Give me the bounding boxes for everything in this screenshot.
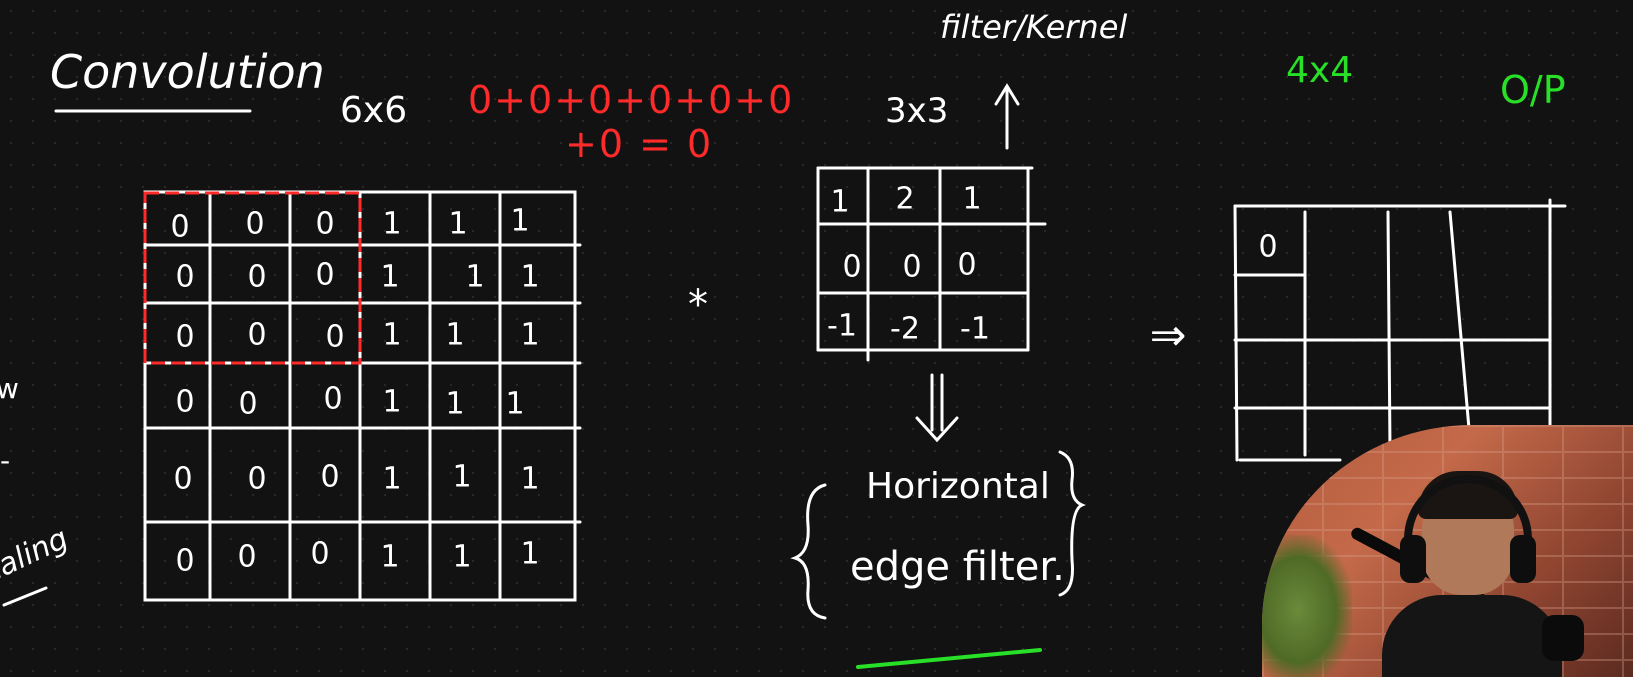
output-matrix-grid [1233, 198, 1567, 462]
input-cell-5-1: 0 [237, 540, 256, 575]
input-cell-5-2: 0 [310, 537, 329, 572]
input-size-label: 6x6 [340, 90, 407, 131]
input-cell-4-4: 1 [452, 460, 471, 495]
kernel-cell-1-0: 0 [842, 250, 861, 285]
input-cell-1-0: 0 [175, 260, 194, 295]
input-cell-1-5: 1 [520, 260, 539, 295]
input-cell-2-5: 1 [520, 318, 539, 353]
input-cell-5-0: 0 [175, 544, 194, 579]
input-cell-1-2: 0 [315, 258, 334, 293]
presenter-body [1382, 595, 1562, 677]
plant [1262, 535, 1352, 677]
kernel-matrix-cells: 1 2 1 0 0 0 -1 -2 -1 [827, 182, 990, 347]
kernel-cell-0-1: 2 [895, 182, 914, 217]
kernel-down-arrow-icon [915, 373, 959, 443]
margin-note-3: caling [0, 521, 74, 591]
output-arrow-icon: ⇒ [1150, 310, 1187, 361]
kernel-cell-0-0: 1 [830, 185, 849, 220]
input-cell-5-4: 1 [452, 540, 471, 575]
input-cell-3-4: 1 [445, 387, 464, 422]
kernel-cell-1-2: 0 [957, 248, 976, 283]
input-cell-0-3: 1 [382, 207, 401, 242]
kernel-cell-0-2: 1 [962, 182, 981, 217]
kernel-matrix-grid [816, 166, 1047, 362]
receptive-field-highlight [143, 191, 362, 365]
kernel-size-label: 3x3 [885, 91, 948, 131]
input-cell-1-3: 1 [380, 260, 399, 295]
margin-note-1: w [0, 372, 19, 405]
calculation-line-1: 0+0+0+0+0+0 [468, 78, 794, 122]
input-cell-0-4: 1 [448, 207, 467, 242]
input-cell-2-1: 0 [247, 318, 266, 353]
kernel-cell-2-1: -2 [890, 312, 920, 347]
kernel-cell-1-1: 0 [902, 250, 921, 285]
filter-description-line-2: edge filter. [850, 544, 1065, 590]
input-cell-0-1: 0 [245, 207, 264, 242]
input-cell-5-3: 1 [380, 540, 399, 575]
input-cell-1-1: 0 [247, 260, 266, 295]
presenter [1349, 465, 1584, 677]
input-cell-3-5: 1 [505, 387, 524, 422]
calculation-line-2: +0 = 0 [565, 122, 713, 166]
input-cell-4-3: 1 [382, 462, 401, 497]
filter-description-line-1: Horizontal [866, 466, 1050, 507]
microphone-icon [1542, 615, 1584, 661]
input-cell-4-2: 0 [320, 460, 339, 495]
filter-description-braces [790, 450, 1086, 620]
input-cell-2-0: 0 [175, 320, 194, 355]
input-cell-0-2: 0 [315, 207, 334, 242]
page-title: Convolution [50, 45, 325, 99]
input-cell-3-1: 0 [238, 387, 257, 422]
input-cell-4-1: 0 [247, 462, 266, 497]
headset-right-cup [1510, 535, 1536, 583]
output-size-label: 4x4 [1286, 50, 1353, 91]
kernel-cell-2-0: -1 [827, 309, 857, 344]
input-cell-1-4: 1 [465, 260, 484, 295]
convolution-operator: * [688, 282, 708, 328]
input-cell-2-4: 1 [445, 318, 464, 353]
input-cell-3-0: 0 [175, 385, 194, 420]
input-cell-4-5: 1 [520, 462, 539, 497]
margin-note-2: - [0, 444, 10, 477]
input-cell-3-2: 0 [323, 382, 342, 417]
input-cell-4-0: 0 [173, 462, 192, 497]
input-cell-2-2: 0 [325, 320, 344, 355]
input-cell-3-3: 1 [382, 385, 401, 420]
input-cell-0-0: 0 [170, 210, 189, 245]
output-cell-0-0: 0 [1258, 230, 1277, 265]
kernel-label: filter/Kernel [940, 8, 1127, 46]
headset-icon [1404, 475, 1532, 565]
margin-underline [2, 586, 48, 607]
input-cell-0-5: 1 [510, 204, 529, 239]
headset-left-cup [1400, 535, 1426, 583]
kernel-cell-2-2: -1 [960, 312, 990, 347]
input-cell-5-5: 1 [520, 537, 539, 572]
presenter-webcam [1262, 425, 1633, 677]
input-matrix-cells: 0 0 0 1 1 1 0 0 0 1 1 1 0 0 0 1 1 1 0 0 … [170, 204, 539, 579]
green-underline [856, 648, 1042, 669]
output-label: O/P [1500, 68, 1566, 112]
kernel-up-arrow-icon [994, 83, 1020, 150]
input-cell-2-3: 1 [382, 318, 401, 353]
